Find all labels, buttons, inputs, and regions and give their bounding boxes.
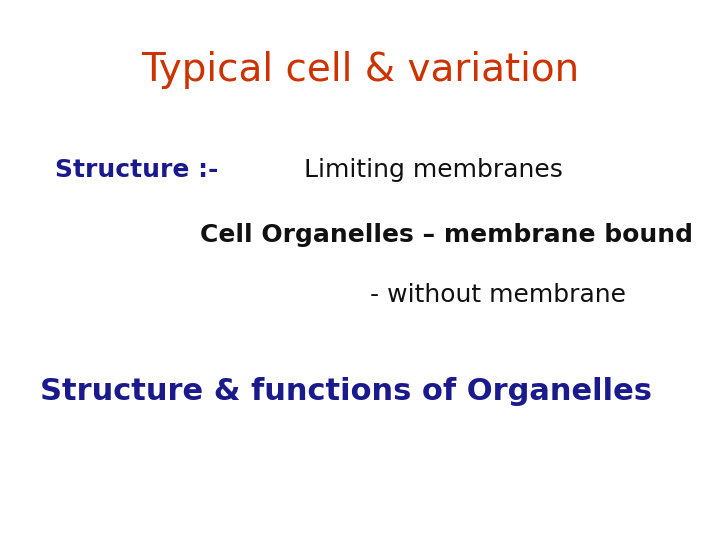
- Text: Cell Organelles – membrane bound: Cell Organelles – membrane bound: [200, 223, 693, 247]
- Text: Typical cell & variation: Typical cell & variation: [141, 51, 579, 89]
- Text: Structure :-: Structure :-: [55, 158, 218, 182]
- Text: Structure & functions of Organelles: Structure & functions of Organelles: [40, 377, 652, 407]
- Text: - without membrane: - without membrane: [370, 283, 626, 307]
- Text: Limiting membranes: Limiting membranes: [296, 158, 563, 182]
